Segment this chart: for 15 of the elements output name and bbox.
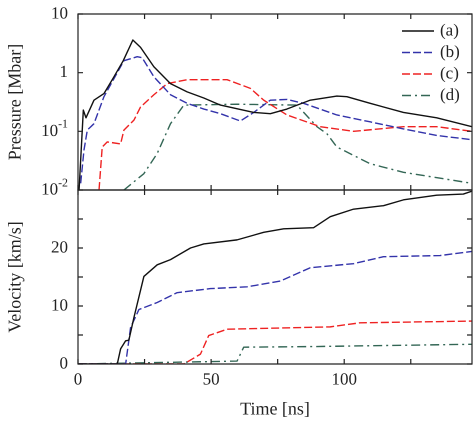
y-tick-label: 10: [51, 3, 68, 22]
y-axis-title: Velocity [km/s]: [4, 221, 25, 333]
y-tick-label: 20: [51, 237, 68, 256]
x-tick-label: 50: [202, 369, 220, 388]
y-tick-label: 10: [51, 295, 68, 314]
legend-label: (c): [440, 63, 459, 82]
legend-label: (b): [440, 42, 460, 61]
legend-label: (a): [440, 20, 459, 40]
x-tick-label: 100: [331, 369, 357, 388]
x-axis-title: Time [ns]: [240, 398, 310, 419]
y-tick-label: 1: [60, 62, 68, 82]
y-axis-title: Pressure [Mbar]: [4, 44, 25, 160]
y-tick-label: 0: [60, 353, 68, 372]
x-tick-label: 0: [74, 369, 82, 388]
legend-label: (d): [440, 84, 460, 104]
